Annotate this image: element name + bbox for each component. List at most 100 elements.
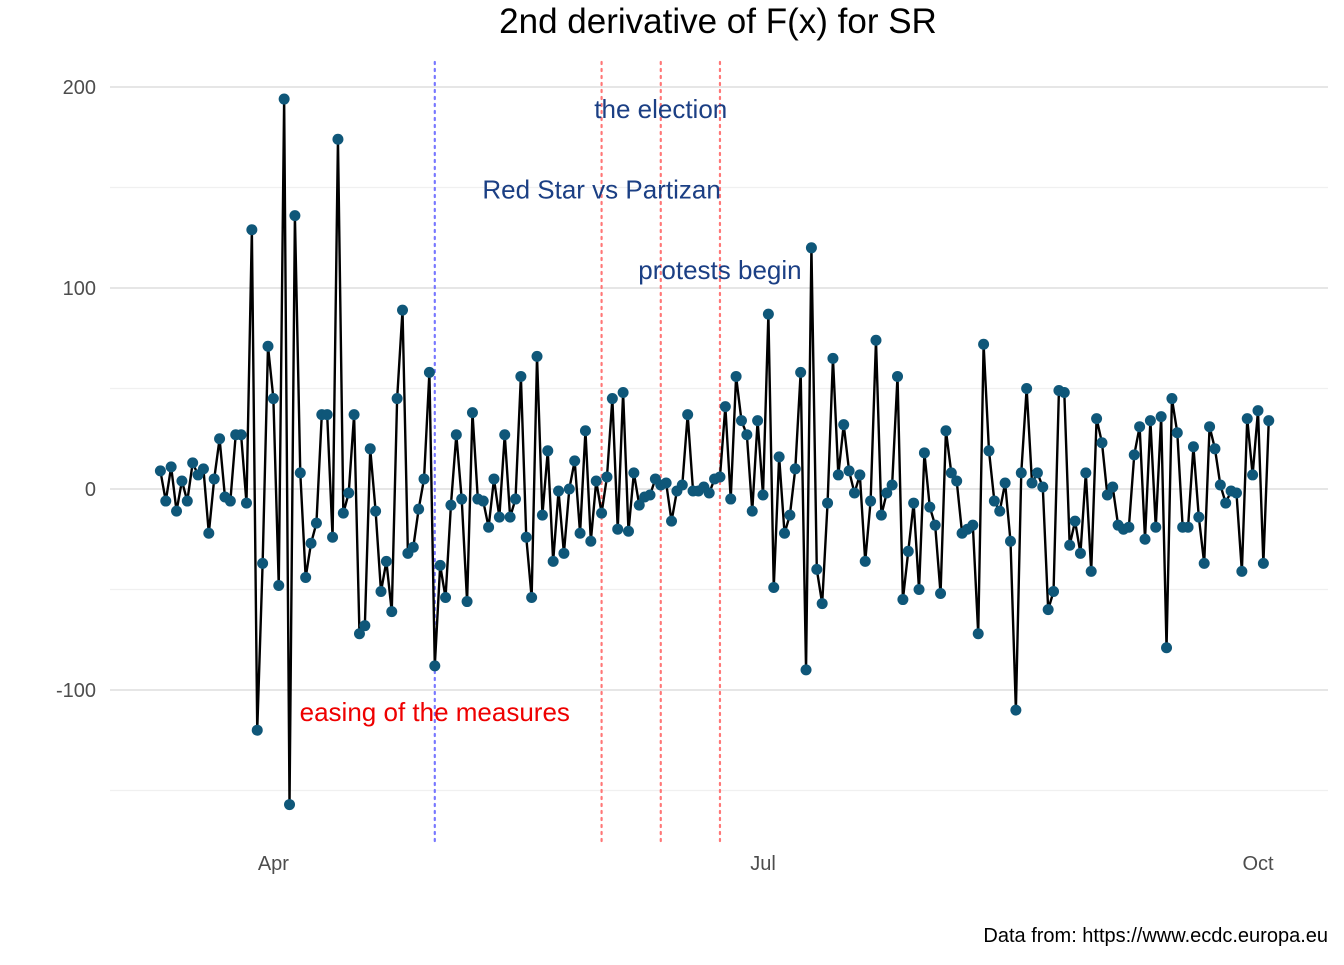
data-point (757, 489, 769, 501)
data-point (278, 93, 290, 105)
data-point (1182, 521, 1194, 533)
data-point (569, 455, 581, 467)
data-point (332, 133, 344, 145)
data-point (999, 477, 1011, 489)
data-point (897, 594, 909, 606)
data-point (203, 527, 215, 539)
data-point (913, 584, 925, 595)
data-point (746, 505, 758, 517)
event-label: easing of the measures (300, 697, 570, 727)
data-point (224, 495, 236, 507)
data-point (1257, 557, 1269, 569)
data-point (886, 479, 898, 491)
chart-caption: Data from: https://www.ecdc.europa.eu (983, 925, 1328, 947)
data-point (854, 469, 866, 481)
data-point (870, 334, 882, 346)
data-point (327, 531, 339, 543)
data-point (789, 463, 801, 475)
data-point (1048, 586, 1060, 598)
data-point (1150, 521, 1162, 533)
data-point (273, 579, 285, 591)
data-point (1085, 565, 1097, 577)
x-tick-label: Oct (1242, 853, 1274, 875)
chart-title: 2nd derivative of F(x) for SR (499, 2, 937, 41)
data-point (257, 557, 269, 569)
data-point (440, 592, 452, 604)
data-point (741, 429, 753, 441)
data-point (1031, 467, 1043, 479)
data-point (353, 628, 365, 640)
data-point (622, 525, 634, 537)
data-point (520, 531, 532, 543)
data-point (735, 415, 747, 427)
data-point (423, 366, 435, 378)
data-point (892, 370, 904, 382)
data-point (240, 497, 252, 509)
data-point (553, 485, 565, 497)
data-point (838, 419, 850, 431)
data-point (762, 308, 774, 320)
data-point (881, 487, 893, 499)
data-point (526, 592, 538, 604)
data-point (1193, 511, 1205, 523)
data-point (612, 523, 624, 535)
data-point (827, 352, 839, 364)
data-point (795, 366, 807, 378)
data-point (644, 489, 656, 501)
data-point (1080, 467, 1092, 479)
data-point (633, 499, 645, 511)
data-point (391, 393, 403, 405)
data-point (945, 467, 957, 479)
data-point (461, 596, 473, 608)
data-point (1230, 487, 1242, 499)
data-point (983, 445, 995, 457)
x-tick-label: Jul (750, 853, 776, 875)
data-point (1107, 481, 1119, 493)
data-point (908, 497, 920, 509)
data-point (343, 487, 355, 499)
data-point (1139, 533, 1151, 545)
data-point (682, 409, 694, 421)
data-point (305, 537, 317, 549)
data-point (407, 541, 419, 553)
event-label: the election (594, 94, 727, 124)
data-point (370, 505, 382, 517)
data-point (208, 473, 220, 485)
data-point (510, 493, 521, 505)
data-point (483, 521, 495, 533)
data-point (1101, 489, 1113, 501)
data-point (289, 210, 301, 222)
data-point (154, 465, 166, 477)
event-labels: easing of the measures Red Star vs Partiz… (300, 94, 802, 727)
data-point (585, 535, 597, 547)
data-point (800, 664, 812, 676)
data-point (235, 429, 247, 441)
event-markers (433, 60, 722, 844)
data-point (493, 511, 505, 523)
data-point (1091, 413, 1103, 425)
data-point (386, 606, 398, 618)
data-point (865, 495, 877, 507)
data-point (924, 501, 936, 513)
data-point (499, 429, 511, 441)
data-point (988, 495, 1000, 507)
data-point (187, 457, 199, 469)
data-point (429, 660, 441, 672)
data-point (1128, 449, 1140, 461)
data-point (563, 483, 575, 495)
data-point (1209, 443, 1221, 455)
data-point (434, 559, 446, 571)
data-point (1123, 521, 1135, 533)
data-point (418, 473, 430, 485)
data-point (940, 425, 952, 437)
data-point (515, 370, 527, 382)
y-tick-label: 0 (85, 479, 96, 501)
data-point (450, 429, 462, 441)
data-point (1161, 642, 1173, 654)
data-point (165, 461, 177, 473)
data-point (601, 471, 613, 483)
y-tick-label: 100 (63, 278, 96, 300)
data-point (197, 463, 209, 475)
data-point (730, 370, 742, 382)
